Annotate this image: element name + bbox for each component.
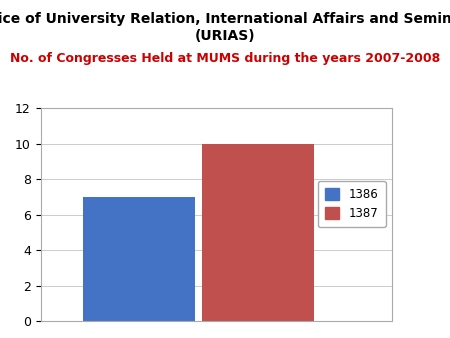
Text: No. of Congresses Held at MUMS during the years 2007-2008: No. of Congresses Held at MUMS during th… — [10, 52, 440, 65]
Bar — [83, 197, 195, 321]
Text: (URIAS): (URIAS) — [195, 29, 255, 43]
Text: Office of University Relation, International Affairs and Seminars: Office of University Relation, Internati… — [0, 12, 450, 26]
Bar — [202, 144, 314, 321]
Legend: 1386, 1387: 1386, 1387 — [318, 181, 386, 227]
